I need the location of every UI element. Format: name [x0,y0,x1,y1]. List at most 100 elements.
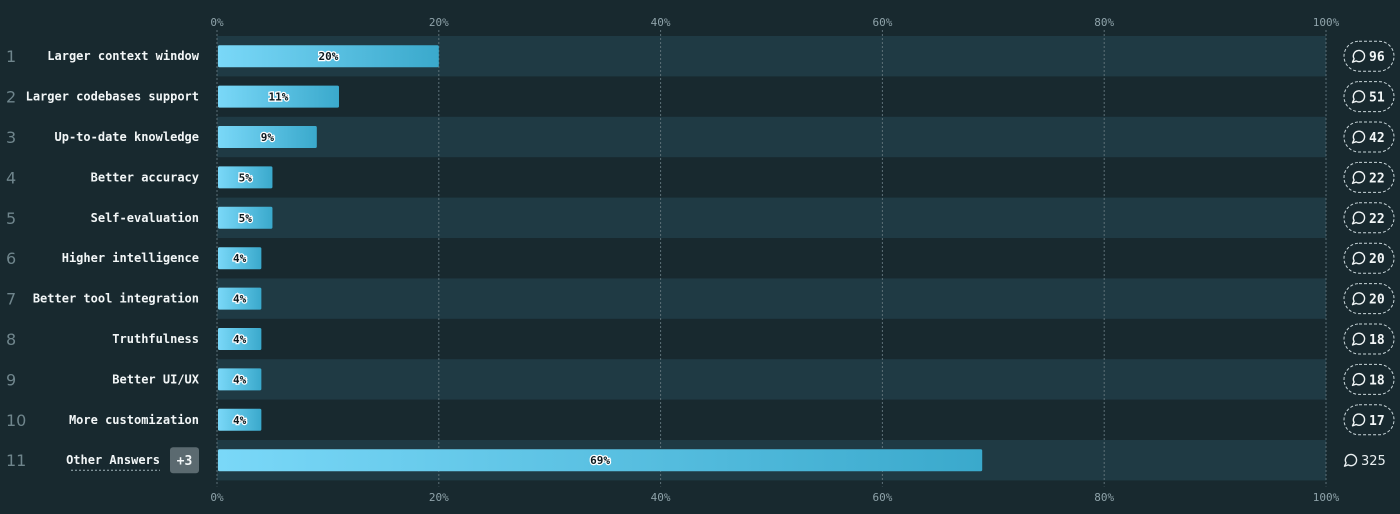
other-answers-badge-label: +3 [177,454,193,469]
x-tick-label-bottom: 40% [651,491,671,504]
x-tick-label-top: 40% [651,16,671,29]
category-label: Self-evaluation [91,211,199,225]
category-label: Larger codebases support [26,90,199,104]
bar [218,206,273,229]
comment-count: 18 [1369,333,1385,348]
comment-count: 325 [1361,454,1386,469]
bar [218,287,262,310]
row-band [217,278,1326,319]
comment-count: 17 [1369,414,1385,429]
comment-count-pill[interactable] [1343,40,1395,72]
other-answers-expand-button[interactable] [170,447,199,474]
bar-value-label: 4% [233,333,247,346]
comment-count-pill[interactable] [1343,323,1395,355]
x-tick-label-top: 80% [1094,16,1114,29]
rank-number: 4 [6,168,16,187]
bar [218,85,339,108]
x-tick-label-bottom: 100% [1313,491,1340,504]
bar [218,328,262,350]
comment-icon [1351,170,1366,185]
x-tick-label-top: 60% [872,16,892,29]
rank-number: 9 [6,370,16,389]
bar [218,166,273,189]
comment-count: 22 [1369,171,1385,186]
comment-icon [1351,130,1366,144]
category-label: Better UI/UX [112,372,199,386]
bar-value-label: 69% [590,454,610,467]
comment-count-pill[interactable] [1343,121,1395,153]
comment-icon [1343,453,1358,467]
comment-icon [1351,251,1366,265]
rank-number: 11 [6,451,26,470]
rank-number: 1 [6,47,16,66]
comment-count-pill[interactable] [1343,81,1395,113]
chart-rows: 1 Larger context window 20% 962 Larger codeb… [6,40,1395,474]
x-tick-label-bottom: 0% [210,491,224,504]
row-band [217,197,1326,238]
bar [218,368,262,391]
bar-value-label: 4% [233,373,247,386]
comment-icon [1351,332,1366,346]
grid-lines [216,30,1327,487]
comment-count: 42 [1369,131,1385,146]
rank-number: 3 [6,128,16,147]
comment-icon [1351,292,1366,306]
comment-icon [1351,211,1366,225]
row-bands [217,36,1326,481]
comment-count-pill[interactable] [1343,202,1395,234]
comment-count: 20 [1369,252,1385,267]
x-axis-bottom: 0% 20% 40% 60% 80% 100% [210,491,1339,504]
x-tick-label-top: 0% [210,16,224,29]
x-tick-label-top: 100% [1313,16,1340,29]
comment-icon [1351,90,1366,104]
comment-count-pill[interactable] [1343,161,1395,193]
comment-count: 51 [1369,91,1385,106]
other-answers-link[interactable]: Other Answers [66,453,160,467]
x-axis-top: 0% 20% 40% 60% 80% 100% [210,16,1339,29]
x-tick-label-top: 20% [429,16,449,29]
comment-count-pill[interactable] [1343,363,1395,395]
category-label: Better tool integration [33,292,199,306]
bar [218,247,262,270]
comment-count: 96 [1369,50,1385,65]
category-label: Better accuracy [91,170,199,184]
bar-value-label: 4% [233,293,247,306]
bar-value-label: 4% [233,414,247,427]
x-tick-label-bottom: 80% [1094,491,1114,504]
bar [218,449,983,472]
category-label: Up-to-date knowledge [55,130,200,144]
row-band [217,359,1326,400]
bar-value-label: 11% [269,91,289,104]
rank-number: 10 [6,411,26,430]
comment-icon [1351,372,1366,387]
rank-number: 2 [6,88,16,107]
comment-count-pill[interactable] [1343,404,1395,436]
comment-count-pill[interactable] [1343,242,1395,274]
rank-number: 7 [6,290,16,309]
rank-number: 6 [6,249,16,268]
category-label: Truthfulness [112,332,199,346]
bar-value-label: 4% [233,252,247,265]
comment-count: 18 [1369,373,1385,388]
row-band [217,116,1326,158]
x-tick-label-bottom: 20% [429,491,449,504]
bar [218,45,439,68]
x-tick-label-bottom: 60% [872,491,892,504]
bar-value-label: 9% [261,131,275,144]
rank-number: 5 [6,209,16,228]
comment-count: 20 [1369,293,1385,308]
category-label: Larger context window [47,49,199,63]
comment-count-pill[interactable] [1343,283,1395,315]
category-label: More customization [69,413,199,427]
comment-icon [1351,413,1366,427]
rank-number: 8 [6,330,16,349]
bar-value-label: 20% [318,50,338,63]
bar-value-label: 5% [239,171,253,184]
comment-count: 22 [1369,212,1385,227]
category-label: Higher intelligence [62,251,199,265]
comment-icon [1351,49,1366,63]
bar [218,408,262,431]
bar [218,126,317,148]
bar-value-label: 5% [239,212,253,225]
